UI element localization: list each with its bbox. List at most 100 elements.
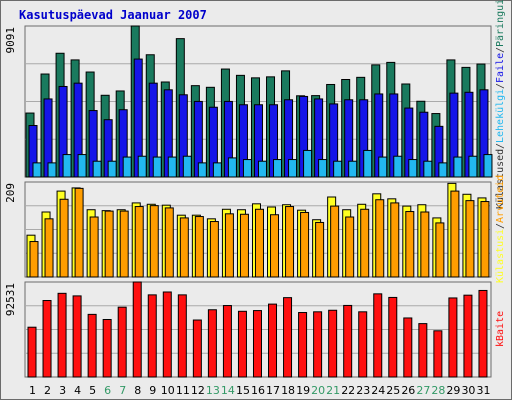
bar-kbaite-21 [328, 309, 338, 378]
bar-lehekulgi-22 [348, 160, 358, 178]
bar-arvuteid-30 [465, 200, 475, 278]
bar-arvuteid-3 [59, 198, 69, 278]
bar-arvuteid-25 [390, 202, 400, 278]
bar-lehekulgi-7 [122, 156, 132, 178]
bar-kbaite-17 [268, 303, 278, 378]
x-tick-label: 26 [401, 384, 415, 397]
bar-kbaite-7 [117, 306, 127, 378]
bar-lehekulgi-29 [453, 156, 463, 178]
bar-lehekulgi-16 [257, 160, 267, 178]
bar-arvuteid-31 [480, 201, 490, 278]
bar-lehekulgi-30 [468, 155, 478, 178]
bar-lehekulgi-28 [438, 162, 448, 178]
bar-lehekulgi-13 [212, 162, 222, 178]
bar-arvuteid-19 [300, 211, 310, 278]
x-tick-label: 29 [446, 384, 460, 397]
bar-arvuteid-4 [74, 187, 84, 278]
bar-arvuteid-8 [134, 206, 144, 278]
legend-separator: / [495, 83, 506, 89]
bar-lehekulgi-19 [303, 149, 313, 178]
bar-kbaite-19 [298, 312, 308, 378]
bar-kbaite-27 [418, 323, 428, 378]
bar-lehekulgi-21 [333, 160, 343, 178]
bar-arvuteid-24 [375, 199, 385, 278]
bar-kbaite-2 [42, 300, 52, 378]
bar-arvuteid-13 [209, 221, 219, 278]
bar-kbaite-22 [343, 304, 353, 378]
x-tick-label: 9 [149, 384, 156, 397]
x-tick-label: 7 [119, 384, 126, 397]
legend-label-arvuteid: Arvuteid [495, 175, 506, 223]
bar-kbaite-25 [388, 296, 398, 378]
bar-lehekulgi-3 [62, 154, 72, 178]
bar-kbaite-11 [177, 294, 187, 378]
bar-arvuteid-18 [285, 206, 295, 278]
bar-kbaite-13 [207, 309, 217, 378]
x-tick-label: 3 [59, 384, 66, 397]
bar-lehekulgi-10 [167, 156, 177, 178]
bar-lehekulgi-8 [137, 155, 147, 178]
bar-arvuteid-29 [450, 190, 460, 278]
bar-lehekulgi-2 [47, 162, 57, 178]
legend-label-paringuid: Päringuid [495, 0, 506, 47]
y-max-label-middle: 209 [4, 183, 17, 203]
x-tick-label: 1 [29, 384, 36, 397]
x-tick-label: 14 [221, 384, 235, 397]
bar-lehekulgi-18 [288, 159, 298, 178]
legend-separator: / [495, 143, 506, 149]
panel-bottom: 92531 kBaite [4, 281, 506, 378]
bar-lehekulgi-5 [92, 160, 102, 178]
bar-lehekulgi-27 [423, 160, 433, 178]
x-tick-label: 18 [281, 384, 295, 397]
bar-arvuteid-16 [254, 208, 264, 278]
legend-separator: / [495, 223, 506, 229]
panel-middle: 209 Külastusi/Arvuteid [4, 175, 506, 283]
legend-label-kulastused: Külastused [495, 149, 506, 209]
x-tick-label: 5 [89, 384, 96, 397]
bar-kbaite-14 [222, 305, 232, 378]
x-tick-label: 28 [431, 384, 445, 397]
bar-lehekulgi-25 [393, 155, 403, 178]
x-tick-label: 21 [326, 384, 340, 397]
bar-kbaite-5 [87, 313, 97, 378]
bar-kbaite-12 [192, 319, 202, 378]
bar-arvuteid-10 [164, 207, 174, 278]
bar-arvuteid-23 [360, 208, 370, 278]
bar-kbaite-4 [72, 295, 82, 378]
bar-lehekulgi-20 [318, 159, 328, 178]
x-tick-label: 10 [161, 384, 175, 397]
x-tick-label: 17 [266, 384, 280, 397]
bar-arvuteid-2 [44, 218, 54, 278]
bar-arvuteid-12 [194, 216, 204, 278]
bar-kbaite-20 [313, 311, 323, 378]
bar-arvuteid-20 [315, 221, 325, 278]
x-tick-label: 31 [476, 384, 490, 397]
bar-lehekulgi-6 [107, 160, 117, 178]
x-tick-label: 27 [416, 384, 430, 397]
x-tick-label: 15 [236, 384, 250, 397]
bar-arvuteid-22 [345, 216, 355, 278]
legend-label-kbaite: kBaite [495, 311, 506, 347]
bar-kbaite-9 [147, 294, 157, 378]
bar-lehekulgi-24 [378, 156, 388, 178]
bar-kbaite-30 [463, 294, 473, 378]
x-tick-label: 20 [311, 384, 325, 397]
x-tick-label: 6 [104, 384, 111, 397]
legend-bottom: kBaite [495, 311, 506, 347]
x-tick-label: 25 [386, 384, 400, 397]
legend-label-faile: Faile [495, 53, 506, 83]
bar-arvuteid-9 [149, 205, 159, 278]
bar-kbaite-16 [252, 310, 262, 378]
bar-kbaite-3 [57, 292, 67, 378]
bar-lehekulgi-15 [242, 159, 252, 178]
bar-arvuteid-28 [435, 222, 445, 278]
x-tick-label: 30 [461, 384, 475, 397]
bar-kbaite-1 [27, 326, 37, 378]
bar-arvuteid-17 [270, 214, 280, 278]
x-tick-label: 23 [356, 384, 370, 397]
bar-kbaite-31 [478, 289, 488, 378]
x-tick-label: 4 [74, 384, 81, 397]
bar-arvuteid-21 [330, 205, 340, 278]
